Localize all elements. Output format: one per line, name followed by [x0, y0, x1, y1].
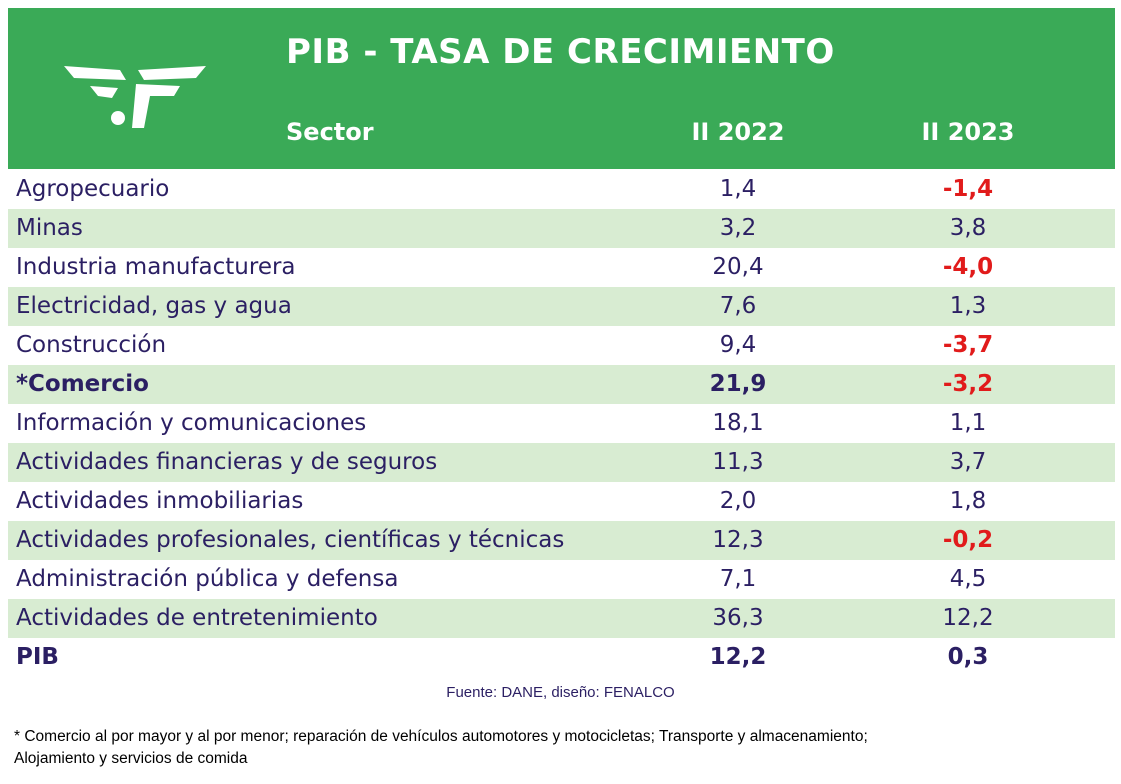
value-2022: 20,4	[712, 254, 764, 280]
footnote-line-2: Alojamiento y servicios de comida	[14, 750, 248, 767]
sector-name: Información y comunicaciones	[16, 410, 367, 436]
value-2022: 36,3	[712, 605, 764, 631]
value-2023: 4,5	[949, 566, 987, 592]
table-row: Actividades de entretenimiento 36,3 12,2	[8, 599, 1115, 638]
sector-name: Actividades financieras y de seguros	[16, 449, 438, 475]
table-row: Construcción 9,4 -3,7	[8, 326, 1115, 365]
value-2023: 1,8	[949, 488, 987, 514]
fenalco-logo-icon	[64, 66, 206, 128]
sector-name: *Comercio	[16, 371, 149, 397]
value-2023: -4,0	[942, 254, 994, 280]
sector-name: Electricidad, gas y agua	[16, 293, 292, 319]
table-row: Minas 3,2 3,8	[8, 209, 1115, 248]
value-2022: 12,2	[709, 644, 767, 670]
value-2022: 12,3	[712, 527, 764, 553]
table-row: Agropecuario 1,4 -1,4	[8, 170, 1115, 209]
sector-name: Minas	[16, 215, 83, 241]
footnote: * Comercio al por mayor y al por menor; …	[14, 726, 1104, 770]
value-2023: 1,3	[949, 293, 987, 319]
value-2023: -3,2	[942, 371, 994, 397]
table-row: Información y comunicaciones 18,1 1,1	[8, 404, 1115, 443]
value-2022: 11,3	[712, 449, 764, 475]
table-row: Actividades financieras y de seguros 11,3…	[8, 443, 1115, 482]
value-2022: 21,9	[709, 371, 767, 397]
value-2022: 9,4	[719, 332, 757, 358]
column-header-2022: II 2022	[691, 118, 785, 146]
value-2022: 7,1	[719, 566, 757, 592]
sector-name: Actividades de entretenimiento	[16, 605, 378, 631]
sector-name: Industria manufacturera	[16, 254, 296, 280]
footnote-line-1: * Comercio al por mayor y al por menor; …	[14, 728, 868, 745]
table-row: Actividades inmobiliarias 2,0 1,8	[8, 482, 1115, 521]
column-header-2023: II 2023	[921, 118, 1015, 146]
value-2023: 1,1	[949, 410, 987, 436]
growth-table: Agropecuario 1,4 -1,4 Minas 3,2 3,8 Industria …	[8, 170, 1115, 677]
value-2023: -0,2	[942, 527, 994, 553]
sector-name: Agropecuario	[16, 176, 170, 202]
table-row: Actividades profesionales, científicas y…	[8, 521, 1115, 560]
column-header-sector: Sector	[286, 118, 374, 146]
value-2023: 12,2	[942, 605, 994, 631]
value-2022: 1,4	[719, 176, 757, 202]
value-2022: 7,6	[719, 293, 757, 319]
table-row: Electricidad, gas y agua 7,6 1,3	[8, 287, 1115, 326]
table-row: *Comercio 21,9 -3,2	[8, 365, 1115, 404]
value-2023: 3,8	[949, 215, 987, 241]
value-2022: 2,0	[719, 488, 757, 514]
table-row: Industria manufacturera 20,4 -4,0	[8, 248, 1115, 287]
page-title: PIB - TASA DE CRECIMIENTO	[286, 32, 835, 72]
sector-name: Actividades inmobiliarias	[16, 488, 304, 514]
value-2022: 3,2	[719, 215, 757, 241]
sector-name: Construcción	[16, 332, 167, 358]
value-2023: -3,7	[942, 332, 994, 358]
value-2022: 18,1	[712, 410, 764, 436]
value-2023: -1,4	[942, 176, 994, 202]
value-2023: 3,7	[949, 449, 987, 475]
table-row: Administración pública y defensa 7,1 4,5	[8, 560, 1115, 599]
table-row: PIB 12,2 0,3	[8, 638, 1115, 677]
sector-name: Actividades profesionales, científicas y…	[16, 527, 565, 553]
source-note: Fuente: DANE, diseño: FENALCO	[446, 684, 675, 701]
sector-name: PIB	[16, 644, 59, 670]
value-2023: 0,3	[947, 644, 989, 670]
table-header: PIB - TASA DE CRECIMIENTO Sector II 2022…	[8, 8, 1115, 169]
sector-name: Administración pública y defensa	[16, 566, 399, 592]
